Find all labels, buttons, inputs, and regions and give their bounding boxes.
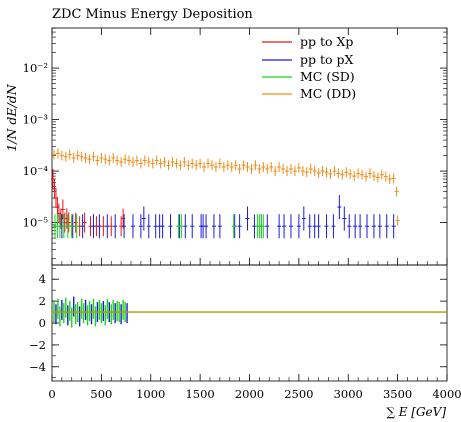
ratio-y-tick-label-2: 0 [39,316,46,330]
ratio-y-tick-label-3: −2 [29,338,46,352]
x-tick-label-2: 1000 [136,387,165,401]
x-axis-label: ∑ E [GeV] [386,405,446,419]
ratio-y-tick-label-0: 4 [39,272,46,286]
x-tick-label-7: 3500 [383,387,412,401]
x-tick-label-1: 500 [90,387,112,401]
ratio-y-tick-label-1: 2 [39,294,46,308]
x-ticks: 0 500 1000 1500 2000 2500 3000 3500 4000 [48,28,461,401]
x-tick-label-3: 1500 [185,387,214,401]
legend: pp to Xp pp to pX MC (SD) MC (DD) [262,34,356,101]
x-tick-label-6: 3000 [334,387,363,401]
legend-label-mc-dd: MC (DD) [300,86,356,101]
main-y-tick-label-1: 10⁻³ [23,113,49,127]
legend-label-pp-to-px: pp to pX [300,52,354,67]
main-y-tick-label-2: 10⁻⁴ [23,164,49,178]
ratio-y-ticks: 4 2 0 −2 −4 [29,267,447,379]
series-mc-dd [51,148,400,226]
main-y-ticks: 10⁻² 10⁻³ 10⁻⁴ 10⁻⁵ [23,27,447,259]
x-tick-label-8: 4000 [432,387,461,401]
main-y-tick-label-3: 10⁻⁵ [23,216,49,230]
x-tick-label-4: 2000 [235,387,264,401]
ratio-y-tick-label-4: −4 [29,360,46,374]
main-y-tick-label-0: 10⁻² [23,61,48,75]
legend-label-mc-sd: MC (SD) [300,69,355,84]
y-axis-label: 1/N dE/dN [4,83,19,151]
series-pp-to-px [59,195,396,239]
legend-label-pp-to-xp: pp to Xp [300,34,353,49]
series-mc-sd [52,214,266,239]
chart-title: ZDC Minus Energy Deposition [52,7,253,22]
x-tick-label-0: 0 [48,387,55,401]
x-tick-label-5: 2500 [284,387,313,401]
